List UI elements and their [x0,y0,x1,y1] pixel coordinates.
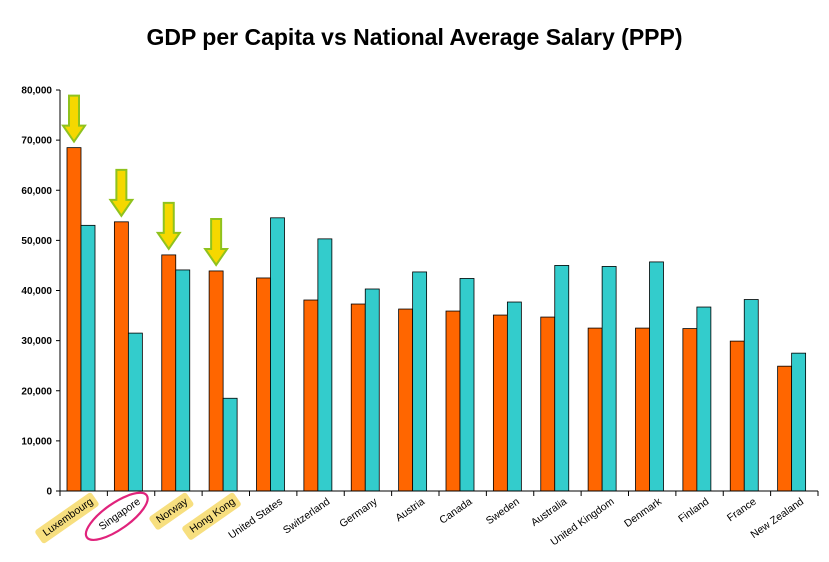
axes [56,89,819,496]
y-tick-label: 60,000 [21,186,52,197]
bar-salary-united-states [270,217,285,492]
x-tick-label: Australia [529,496,569,529]
bar-gdp-norway [161,254,177,492]
bar-gdp-denmark [635,327,650,492]
bar-gdp-australia [540,316,556,492]
label-highlight [149,492,194,530]
annotation-arrows [61,94,230,267]
down-arrow-hong-kong [203,217,230,267]
bar-salary-france [743,299,759,492]
x-tick-group: Australia [529,496,569,529]
y-tick-label: 30,000 [21,336,52,347]
bar-salary-united-kingdom [601,266,617,492]
y-tick-label: 80,000 [21,86,52,97]
label-circle [84,491,149,541]
chart-title: GDP per Capita vs National Average Salar… [146,24,683,50]
x-tick-label: Finland [676,496,711,526]
x-tick-label: Sweden [484,496,522,528]
bar-gdp-luxembourg [66,147,82,492]
bar-gdp-canada [445,310,461,492]
down-arrow-luxembourg [61,94,87,144]
bar-gdp-switzerland [303,299,319,492]
x-tick-label: New Zealand [748,496,806,541]
y-tick-label: 50,000 [21,236,52,247]
x-tick-label: France [725,496,759,525]
bar-salary-luxembourg [80,224,96,492]
label-highlight [182,492,241,540]
bar-salary-canada [459,278,475,492]
bar-gdp-new-zealand [777,365,793,492]
bar-salary-hong-kong [222,397,238,492]
bar-gdp-finland [682,328,698,492]
bar-salary-denmark [649,261,664,492]
x-tick-label: Denmark [622,495,664,530]
x-tick-label: Austria [393,496,427,525]
bar-gdp-singapore [113,221,129,492]
bar-gdp-united-states [256,277,271,492]
bars [66,147,807,492]
y-tick-label: 70,000 [21,136,52,147]
bar-salary-germany [364,288,380,492]
bar-gdp-germany [350,303,366,492]
bar-salary-norway [175,269,191,492]
x-tick-group: France [725,496,759,525]
bar-salary-switzerland [317,238,333,492]
y-tick-label: 0 [46,487,52,498]
label-highlight [35,492,99,544]
bar-gdp-austria [398,308,414,492]
x-tick-group: Denmark [622,495,664,530]
bar-gdp-united-kingdom [587,327,603,492]
x-tick-group: Canada [437,496,474,527]
bar-salary-new-zealand [791,352,807,492]
bar-gdp-hong-kong [208,270,224,492]
y-tick-label: 10,000 [21,436,52,447]
x-tick-group: Germany [337,495,380,530]
x-tick-group: New Zealand [748,496,806,541]
x-tick-group: Switzerland [281,496,332,537]
x-tick-group: Finland [676,496,711,526]
bar-salary-singapore [127,332,143,492]
bar-gdp-sweden [492,314,508,492]
y-tick-labels: 0 10,000 20,000 30,000 40,000 50,000 60,000 70,… [21,86,52,498]
x-tick-label: Switzerland [281,496,332,537]
bar-salary-finland [696,306,712,492]
bar-salary-austria [412,271,428,492]
x-tick-label: Singapore [97,496,143,533]
y-tick-label: 20,000 [21,386,52,397]
x-tick-label: Luxembourg [41,496,96,539]
x-tick-group: Luxembourg [35,492,99,544]
x-tick-label: Germany [337,495,380,530]
y-tick-label: 40,000 [21,286,52,297]
down-arrow-norway [155,201,182,251]
x-tick-group: Austria [393,496,427,525]
x-tick-group: Sweden [484,496,522,528]
bar-salary-australia [554,265,570,492]
down-arrow-singapore [108,168,135,218]
x-tick-label: Canada [437,496,474,527]
bar-salary-sweden [506,301,522,492]
bar-gdp-france [729,340,745,492]
